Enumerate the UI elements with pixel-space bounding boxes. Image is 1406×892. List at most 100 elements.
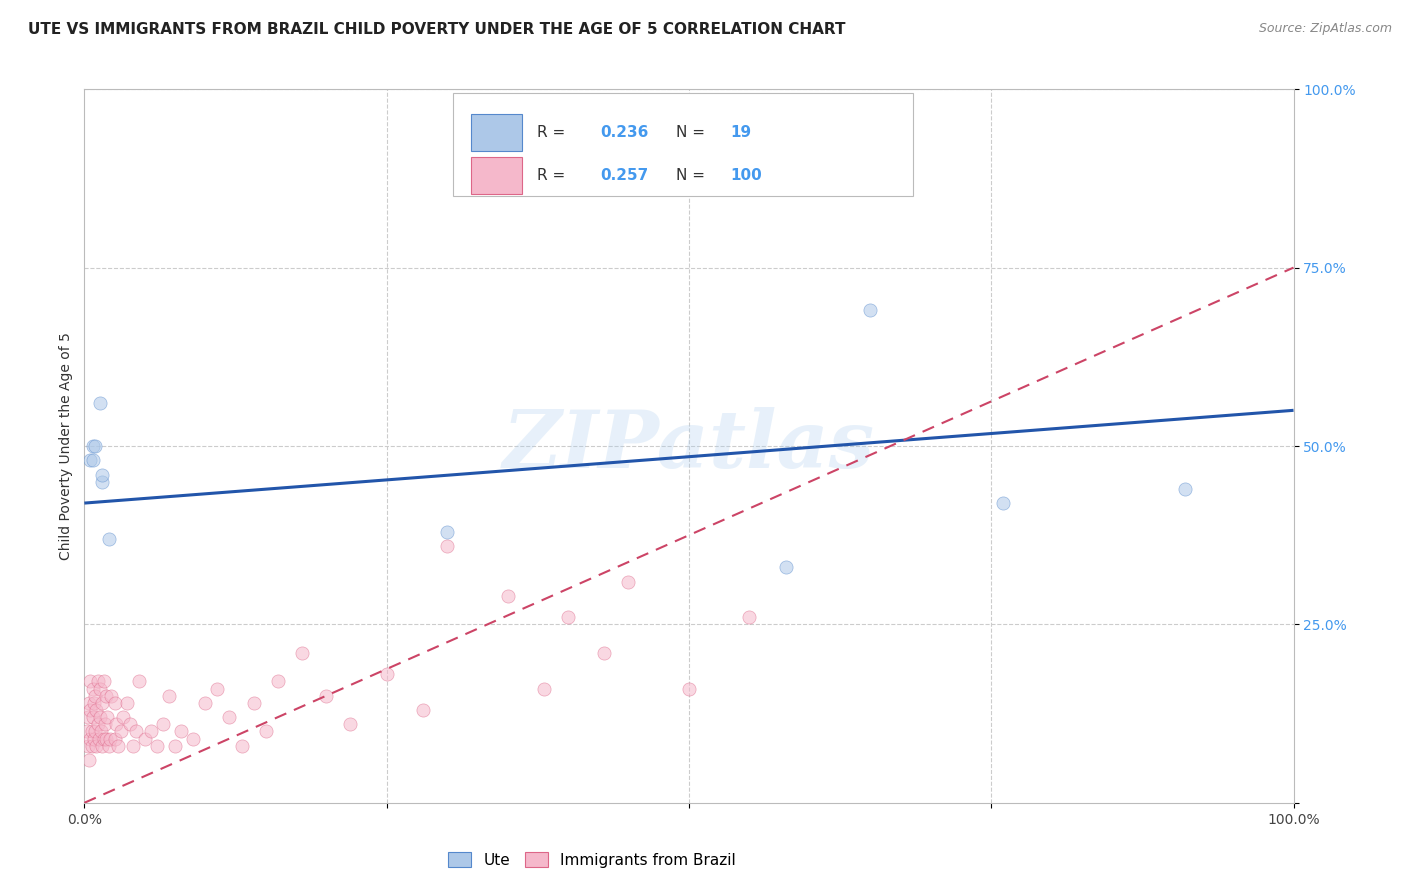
Point — [678, 681, 700, 696]
Point — [79, 703, 101, 717]
Point — [98, 731, 121, 746]
Point — [90, 724, 112, 739]
Point — [207, 681, 229, 696]
Point — [100, 689, 122, 703]
Point — [104, 731, 127, 746]
Point — [77, 753, 100, 767]
Point — [436, 539, 458, 553]
Point — [97, 532, 120, 546]
Point — [76, 724, 98, 739]
Text: 0.236: 0.236 — [600, 126, 648, 140]
Point — [128, 674, 150, 689]
Point — [617, 574, 640, 589]
Point — [533, 681, 555, 696]
Point — [738, 610, 761, 624]
Text: ZIPatlas: ZIPatlas — [503, 408, 875, 484]
Point — [77, 696, 100, 710]
Point — [436, 524, 458, 539]
Point — [170, 724, 193, 739]
Point — [91, 739, 114, 753]
Point — [86, 703, 108, 717]
Point — [157, 689, 180, 703]
Point — [859, 303, 882, 318]
Point — [82, 439, 104, 453]
Point — [84, 689, 107, 703]
Point — [125, 724, 148, 739]
Point — [80, 739, 103, 753]
Text: 19: 19 — [731, 126, 752, 140]
Point — [107, 739, 129, 753]
Point — [94, 689, 117, 703]
Point — [77, 710, 100, 724]
Text: N =: N = — [676, 168, 706, 183]
Point — [993, 496, 1015, 510]
Y-axis label: Child Poverty Under the Age of 5: Child Poverty Under the Age of 5 — [59, 332, 73, 560]
FancyBboxPatch shape — [471, 157, 522, 194]
Point — [82, 453, 104, 467]
Point — [80, 724, 103, 739]
Point — [96, 710, 118, 724]
Point — [291, 646, 314, 660]
Point — [859, 103, 882, 118]
Point — [83, 696, 105, 710]
Point — [120, 717, 142, 731]
Text: N =: N = — [676, 126, 706, 140]
Point — [83, 731, 105, 746]
Text: R =: R = — [537, 168, 571, 183]
Point — [79, 453, 101, 467]
Point — [93, 731, 115, 746]
Point — [412, 703, 434, 717]
Point — [82, 710, 104, 724]
Point — [496, 589, 519, 603]
Point — [218, 710, 240, 724]
Point — [139, 724, 162, 739]
Text: R =: R = — [537, 126, 571, 140]
Point — [87, 731, 110, 746]
Legend: Ute, Immigrants from Brazil: Ute, Immigrants from Brazil — [441, 846, 742, 873]
Point — [242, 696, 264, 710]
Point — [104, 696, 127, 710]
Point — [97, 739, 120, 753]
Point — [267, 674, 290, 689]
Point — [94, 731, 117, 746]
Point — [84, 724, 107, 739]
Point — [91, 475, 114, 489]
Point — [91, 696, 114, 710]
Point — [89, 681, 111, 696]
Point — [181, 731, 204, 746]
Point — [339, 717, 361, 731]
Point — [231, 739, 253, 753]
Text: 100: 100 — [731, 168, 762, 183]
Point — [94, 717, 117, 731]
Point — [86, 739, 108, 753]
Point — [79, 674, 101, 689]
Point — [79, 731, 101, 746]
Point — [86, 717, 108, 731]
Point — [89, 396, 111, 410]
FancyBboxPatch shape — [471, 114, 522, 152]
Point — [93, 674, 115, 689]
Point — [89, 710, 111, 724]
Point — [315, 689, 337, 703]
Point — [86, 674, 108, 689]
Point — [115, 696, 138, 710]
Point — [104, 717, 127, 731]
FancyBboxPatch shape — [453, 93, 912, 196]
Point — [112, 710, 135, 724]
Point — [593, 646, 616, 660]
Point — [84, 439, 107, 453]
Text: 0.257: 0.257 — [600, 168, 648, 183]
Point — [163, 739, 186, 753]
Point — [134, 731, 156, 746]
Point — [91, 467, 114, 482]
Point — [121, 739, 143, 753]
Point — [82, 681, 104, 696]
Point — [152, 717, 174, 731]
Point — [146, 739, 169, 753]
Point — [77, 739, 100, 753]
Text: Source: ZipAtlas.com: Source: ZipAtlas.com — [1258, 22, 1392, 36]
Point — [775, 560, 797, 574]
Point — [110, 724, 132, 739]
Point — [557, 610, 579, 624]
Point — [194, 696, 217, 710]
